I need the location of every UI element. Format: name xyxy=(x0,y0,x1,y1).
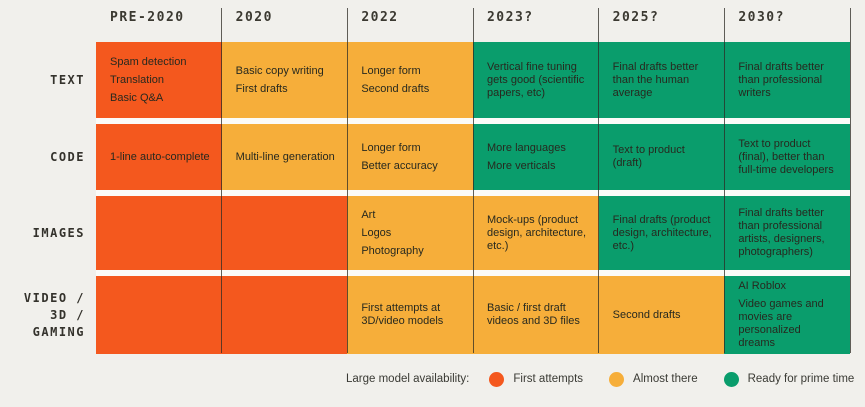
row-label-text: TEXT xyxy=(0,42,85,118)
legend-dot-icon xyxy=(489,371,505,387)
cell-text: Logos xyxy=(361,226,392,239)
cell-text: Final drafts better than the human avera… xyxy=(612,60,699,99)
cell-text: Second drafts xyxy=(612,308,681,321)
grid-cell: More languages More verticals xyxy=(472,124,599,190)
grid-cell: Final drafts better than professional ar… xyxy=(724,196,850,270)
column-header-2020: 2020 xyxy=(235,10,273,25)
row-label-line: IMAGES xyxy=(32,225,85,240)
column-divider xyxy=(598,8,600,353)
cell-text: More verticals xyxy=(486,159,556,172)
row-label-code: CODE xyxy=(0,124,85,190)
cell-text: 1-line auto-complete xyxy=(110,150,210,163)
grid-cell: Multi-line generation xyxy=(221,124,348,190)
column-divider xyxy=(221,8,223,353)
legend-item-first-attempts: First attempts xyxy=(489,371,584,387)
legend-dot-icon xyxy=(609,371,625,387)
cell-text: Basic Q&A xyxy=(110,91,164,104)
cell-text: Longer form xyxy=(361,64,421,77)
grid-cell: Longer form Better accuracy xyxy=(347,124,473,190)
row-label-line: CODE xyxy=(50,149,85,164)
grid-cell: Basic / first draft videos and 3D files xyxy=(472,276,599,354)
cell-text: Final drafts better than professional wr… xyxy=(738,60,824,99)
cell-text: Mock-ups (product design, architecture, … xyxy=(486,213,587,252)
grid-cell: Text to product (final), better than ful… xyxy=(724,124,850,190)
grid-cell: Text to product (draft) xyxy=(598,124,725,190)
cell-text: First drafts xyxy=(235,82,288,95)
column-headers: PRE-2020 2020 2022 2023? 2025? 2030? xyxy=(96,10,850,25)
grid-cell xyxy=(221,196,348,270)
cell-text: Art xyxy=(361,208,376,221)
row-labels: TEXT CODE IMAGES VIDEO / 3D / GAMING xyxy=(0,42,85,354)
legend-label: Large model availability: xyxy=(346,373,470,385)
grid-cell xyxy=(221,276,348,354)
legend-item-almost-there: Almost there xyxy=(609,371,698,387)
column-header-2025: 2025? xyxy=(612,10,660,25)
cell-text: More languages xyxy=(486,141,566,154)
column-divider xyxy=(723,8,725,353)
cell-text: Basic / first draft videos and 3D files xyxy=(486,302,580,327)
grid-cell xyxy=(96,276,222,354)
cell-text: Final drafts (product design, architectu… xyxy=(612,213,712,252)
column-header-pre2020: PRE-2020 xyxy=(110,10,185,25)
column-divider xyxy=(346,8,348,353)
column-header-2023: 2023? xyxy=(486,10,534,25)
cell-text: Better accuracy xyxy=(361,159,438,172)
cell-text: Text to product (draft) xyxy=(612,144,685,169)
cell-text: Text to product (final), better than ful… xyxy=(738,137,834,176)
legend-dot-icon xyxy=(723,371,739,387)
row-label-line: GAMING xyxy=(32,324,85,339)
legend-item-label: Ready for prime time xyxy=(747,373,855,385)
cell-text: Video games and movies are personalized … xyxy=(738,298,824,349)
cell-text: Longer form xyxy=(361,141,421,154)
grid-cell: Spam detection Translation Basic Q&A xyxy=(96,42,222,118)
column-divider xyxy=(472,8,474,353)
legend-items: First attempts Almost there Ready for prim… xyxy=(489,371,855,387)
legend-item-label: Almost there xyxy=(633,373,698,385)
cell-text: Final drafts better than professional ar… xyxy=(738,207,825,258)
cell-text: Spam detection xyxy=(110,55,187,68)
grid-cell: Basic copy writing First drafts xyxy=(221,42,348,118)
cell-text: AI Roblox xyxy=(738,280,787,292)
legend-item-label: First attempts xyxy=(513,373,584,385)
cell-text: Multi-line generation xyxy=(235,150,335,163)
grid-cell: Vertical fine tuning gets good (scientif… xyxy=(472,42,599,118)
row-label-line: VIDEO / xyxy=(23,290,85,305)
grid-cell: Final drafts better than the human avera… xyxy=(598,42,725,118)
legend: Large model availability: First attempts… xyxy=(346,369,854,389)
grid-cell: Final drafts better than professional wr… xyxy=(724,42,850,118)
row-label-video-3d-gaming: VIDEO / 3D / GAMING xyxy=(0,276,85,354)
cell-text: Vertical fine tuning gets good (scientif… xyxy=(486,60,585,99)
grid-cell: AI Roblox Video games and movies are pers… xyxy=(724,276,850,354)
grid-cell: Final drafts (product design, architectu… xyxy=(598,196,725,270)
row-label-line: 3D / xyxy=(50,307,85,322)
cell-text: Basic copy writing xyxy=(235,64,324,77)
grid-cell: 1-line auto-complete xyxy=(96,124,222,190)
cell-text: Second drafts xyxy=(361,82,430,95)
row-label-line: TEXT xyxy=(50,72,85,87)
grid-cell: Mock-ups (product design, architecture, … xyxy=(472,196,599,270)
legend-item-ready-for-prime-time: Ready for prime time xyxy=(723,371,855,387)
column-divider xyxy=(849,8,851,353)
grid-cell: Longer form Second drafts xyxy=(347,42,473,118)
column-header-2030: 2030? xyxy=(738,10,785,25)
row-label-images: IMAGES xyxy=(0,196,85,270)
column-header-2022: 2022 xyxy=(361,10,399,25)
grid-cell: First attempts at 3D/video models xyxy=(347,276,473,354)
cell-text: Translation xyxy=(110,73,165,86)
cell-text: First attempts at 3D/video models xyxy=(361,302,444,327)
grid-cell: Second drafts xyxy=(598,276,725,354)
grid-cell xyxy=(96,196,222,270)
grid-cell: Art Logos Photography xyxy=(347,196,473,270)
cell-text: Photography xyxy=(361,244,424,257)
